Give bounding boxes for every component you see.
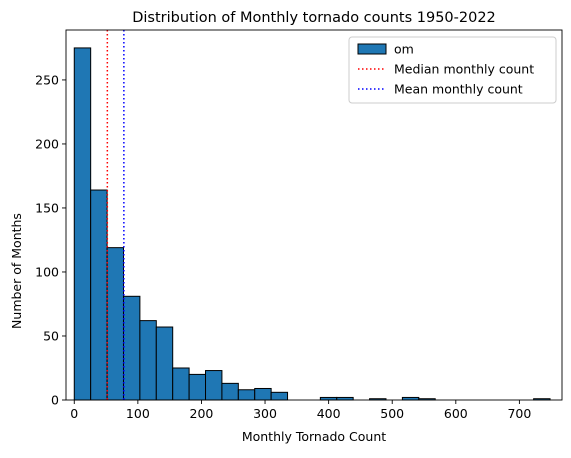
chart-title: Distribution of Monthly tornado counts 1… [132,10,496,26]
histogram-bar [139,320,157,401]
legend-label: om [394,42,414,57]
histogram-bar [73,47,92,401]
plot-frame [65,29,563,401]
x-tick-label: 200 [190,406,214,421]
x-tick-label: 100 [126,406,150,421]
histogram-bar [254,387,272,401]
y-tick-label: 100 [35,264,59,279]
x-tick-label: 600 [444,406,468,421]
histogram-bar [237,389,256,401]
y-tick-label: 250 [35,72,59,87]
x-tick-label: 400 [317,406,341,421]
histogram-bar [188,373,207,401]
legend-swatch-histogram [357,43,387,55]
reference-lines-layer [106,30,125,400]
y-ticks: 0 50 100 150 200 250 [35,72,66,408]
y-tick-label: 0 [51,393,59,408]
histogram-bar [172,367,190,401]
histogram-bar [90,189,108,401]
x-ticks: 0 100 200 300 400 500 600 700 [70,400,531,421]
y-tick-label: 200 [35,136,59,151]
x-tick-label: 300 [253,406,277,421]
x-tick-label: 500 [380,406,404,421]
legend: om Median monthly count Mean monthly count [348,36,557,104]
legend-box [348,36,557,104]
histogram-bar [205,370,223,401]
histogram-bar [221,382,239,401]
histogram-bar [155,326,174,401]
histogram-bar [270,391,289,401]
x-axis-label: Monthly Tornado Count [242,429,386,444]
histogram-bar [106,247,124,401]
y-tick-label: 150 [35,200,59,215]
histogram-bar [122,295,141,401]
legend-label: Median monthly count [394,62,534,77]
x-tick-label: 700 [507,406,531,421]
x-tick-label: 0 [70,406,78,421]
y-axis-label: Number of Months [9,213,24,329]
y-tick-label: 50 [43,328,59,343]
legend-label: Mean monthly count [394,82,523,97]
